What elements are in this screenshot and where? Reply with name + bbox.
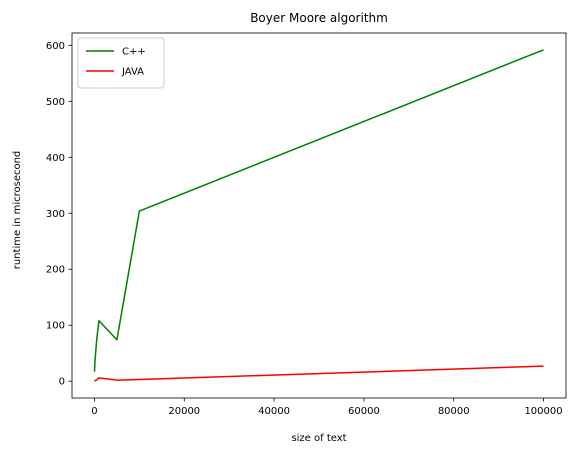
plot-area: 0 20000 40000 60000 80000 100000 0 100 200 300 400… <box>46 32 567 417</box>
x-tick-label: 20000 <box>168 406 200 417</box>
y-tick-label: 200 <box>46 265 65 276</box>
y-tick-label: 600 <box>46 41 65 52</box>
plot-frame <box>71 32 567 399</box>
x-tick-label: 60000 <box>348 406 380 417</box>
y-tick-label: 400 <box>46 153 65 164</box>
x-tick-label: 0 <box>91 406 97 417</box>
y-tick-label: 0 <box>59 377 65 388</box>
series-line-java <box>93 365 544 382</box>
y-tick-label: 100 <box>46 321 65 332</box>
x-tick-label: 80000 <box>438 406 470 417</box>
y-tick-label: 300 <box>46 209 65 220</box>
legend-box <box>77 37 165 89</box>
y-tick-label: 500 <box>46 97 65 108</box>
chart-title: Boyer Moore algorithm <box>250 11 388 25</box>
legend-label: JAVA <box>121 67 144 78</box>
legend-label: C++ <box>122 47 146 58</box>
x-tick-label: 100000 <box>524 406 562 417</box>
legend: C++ JAVA <box>77 37 165 89</box>
x-axis-label: size of text <box>291 433 346 444</box>
y-axis-label: runtime in microsecond <box>12 151 23 270</box>
x-tick-label: 40000 <box>258 406 290 417</box>
series-line-c <box>93 49 544 372</box>
